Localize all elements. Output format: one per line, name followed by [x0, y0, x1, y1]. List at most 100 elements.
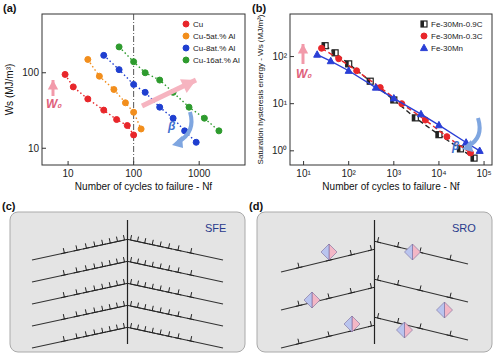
y-tick: [290, 103, 294, 104]
marker: [444, 134, 450, 140]
marker: [85, 96, 91, 102]
plot-frame: [290, 14, 492, 165]
y-tick: [290, 150, 294, 151]
dislocation: [131, 323, 132, 328]
x-tick: [348, 161, 349, 165]
dislocation: [420, 323, 421, 328]
panel-label: (c): [2, 200, 16, 212]
dislocation: [102, 306, 103, 311]
panel-text: SFE: [205, 222, 226, 234]
dislocation: [152, 284, 153, 289]
dislocation: [123, 323, 124, 328]
panel-text: SRO: [452, 222, 476, 234]
sro-cluster: [312, 292, 320, 308]
plot-frame: [42, 14, 245, 165]
dislocation: [131, 257, 132, 262]
dislocation: [131, 235, 132, 240]
marker: [131, 81, 137, 87]
dislocation: [450, 293, 451, 298]
marker: [116, 44, 122, 50]
y-tick-label: 10: [28, 143, 40, 154]
x-tick-label: 100: [125, 168, 142, 179]
marker: [62, 71, 68, 77]
dislocation: [191, 336, 192, 341]
dislocation: [137, 303, 138, 308]
dislocation: [378, 313, 379, 318]
y-tick: [290, 56, 294, 57]
y-tick-label: 10²: [273, 51, 288, 62]
dislocation: [94, 264, 95, 269]
slip-plane: [378, 280, 469, 302]
dislocation: [116, 325, 117, 330]
marker: [131, 59, 137, 65]
marker: [345, 67, 352, 73]
x-tick: [484, 161, 485, 165]
legend-label: Cu-8at.% Al: [193, 44, 235, 53]
background: [0, 0, 500, 355]
marker: [114, 117, 120, 123]
x-tick-label: 10⁴: [431, 168, 446, 179]
legend-label: Fe-30Mn-0.9C: [431, 20, 483, 29]
dislocation: [94, 286, 95, 291]
dislocation: [420, 285, 421, 290]
legend: Fe-30Mn-0.9CFe-30Mn-0.3CFe-30Mn: [421, 20, 483, 53]
dislocation: [131, 301, 132, 306]
sro-cluster: [321, 244, 329, 260]
dislocation: [102, 262, 103, 267]
dislocation: [160, 330, 161, 335]
dislocation: [298, 339, 299, 344]
dislocation: [160, 308, 161, 313]
marker: [122, 100, 128, 106]
marker: [183, 45, 189, 51]
schematic-panel: SRO (d): [249, 200, 492, 352]
marker: [319, 45, 325, 51]
beta-arrow-head: [172, 136, 183, 148]
marker: [70, 84, 76, 90]
sro-cluster: [405, 322, 413, 338]
marker: [85, 56, 91, 62]
dislocation: [169, 265, 170, 270]
x-tick-label: 1000: [188, 168, 211, 179]
dislocation: [137, 237, 138, 242]
dislocation: [298, 301, 299, 306]
marker: [186, 104, 192, 110]
marker: [421, 21, 427, 27]
dislocation: [63, 292, 64, 297]
marker: [124, 123, 130, 129]
dislocation: [116, 237, 117, 242]
dislocation: [116, 259, 117, 264]
dislocation: [160, 264, 161, 269]
dislocation: [85, 287, 86, 292]
dislocation: [85, 309, 86, 314]
sro-cluster: [413, 244, 421, 260]
dislocation: [152, 262, 153, 267]
sro-cluster: [344, 316, 352, 332]
dislocation: [76, 289, 77, 294]
w0-arrow-head: [298, 44, 308, 53]
beta-arrow: [178, 112, 192, 142]
y-tick-label: 100: [22, 67, 39, 78]
marker: [111, 87, 117, 93]
dislocation: [85, 243, 86, 248]
dislocation: [160, 286, 161, 291]
marker-half: [436, 132, 439, 138]
dislocation: [152, 240, 153, 245]
dislocation: [370, 283, 371, 288]
dislocation: [145, 260, 146, 265]
marker: [193, 139, 199, 145]
dislocation: [94, 330, 95, 335]
dislocation: [85, 265, 86, 270]
dislocation: [123, 235, 124, 240]
marker: [336, 56, 342, 62]
annotation: W₀: [296, 67, 312, 81]
marker: [157, 77, 163, 83]
dislocation: [76, 245, 77, 250]
dislocation: [109, 238, 110, 243]
series-line: [104, 55, 196, 142]
x-tick: [303, 161, 304, 165]
panel-label: (d): [249, 200, 263, 212]
marker: [138, 126, 144, 132]
x-axis-label: Number of cycles to failure - Nf: [75, 181, 212, 192]
slip-plane: [378, 318, 469, 340]
marker: [435, 121, 442, 127]
